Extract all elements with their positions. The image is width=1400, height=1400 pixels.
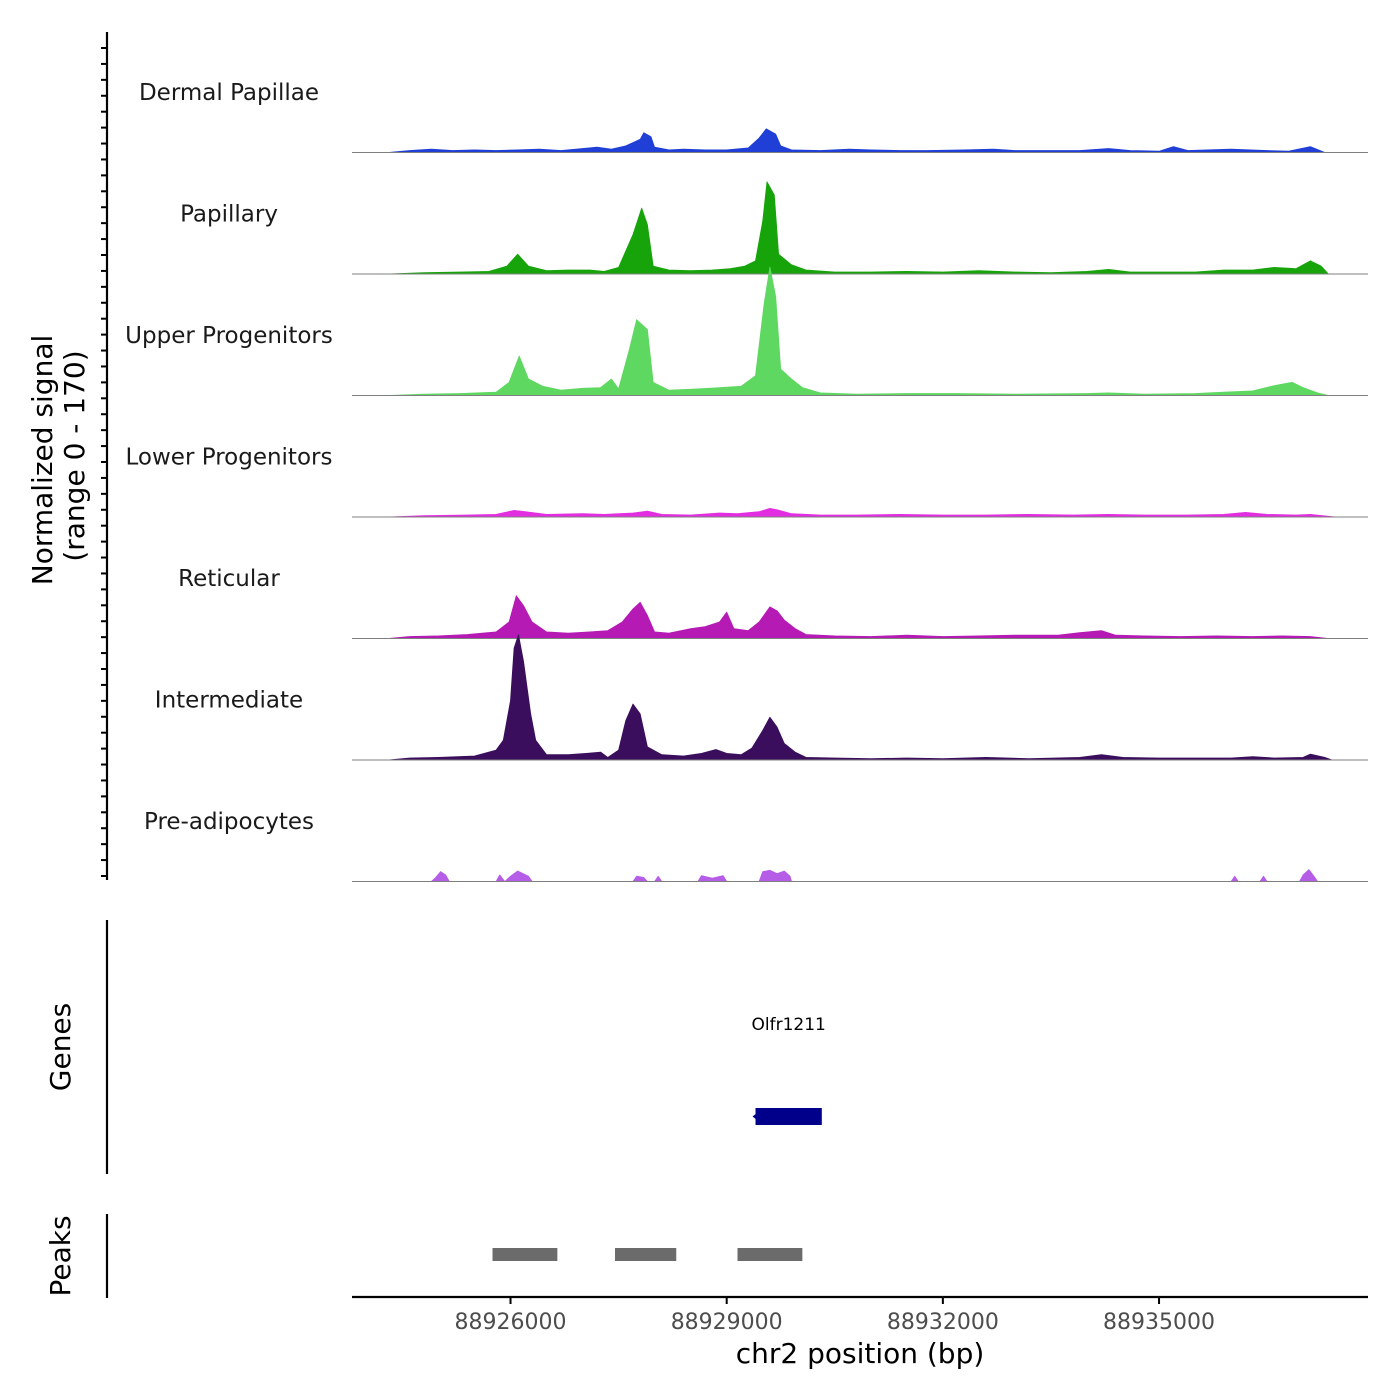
coverage-tracks: Dermal Papillae Papillary Upper Progenitor…	[101, 32, 1368, 882]
track-label-papillary: Papillary	[180, 202, 278, 228]
peak-track: Peaks	[44, 1214, 803, 1298]
track-dermal-papillae: Dermal Papillae	[139, 80, 1368, 153]
x-tick-label: 88929000	[671, 1310, 783, 1335]
track-label-dermal-papillae: Dermal Papillae	[139, 80, 319, 106]
track-label-intermediate: Intermediate	[155, 688, 303, 714]
track-lower-progenitors: Lower Progenitors	[126, 445, 1368, 518]
peak-1	[492, 1248, 558, 1261]
gene-label-olfr1211: Olfr1211	[751, 1015, 825, 1035]
x-tick-label: 88935000	[1103, 1310, 1215, 1335]
x-axis-label: chr2 position (bp)	[736, 1337, 985, 1370]
gene-body-olfr1211	[755, 1108, 822, 1125]
track-intermediate: Intermediate	[155, 634, 1368, 761]
track-reticular: Reticular	[178, 566, 1368, 639]
y-axis-range-label: (range 0 - 170)	[58, 350, 91, 561]
genes-panel-title: Genes	[44, 1003, 77, 1091]
peaks-panel-title: Peaks	[44, 1215, 77, 1296]
track-label-lower-progenitors: Lower Progenitors	[126, 445, 333, 471]
coverage-area-pre-adipocytes	[387, 869, 1318, 882]
gene-track: Genes Olfr1211	[44, 920, 826, 1174]
track-upper-progenitors: Upper Progenitors	[125, 266, 1368, 396]
track-pre-adipocytes: Pre-adipocytes	[144, 809, 1368, 882]
coverage-area-lower-progenitors	[387, 508, 1336, 518]
track-label-pre-adipocytes: Pre-adipocytes	[144, 809, 314, 835]
coverage-area-reticular	[387, 595, 1329, 639]
track-label-upper-progenitors: Upper Progenitors	[125, 323, 333, 349]
coverage-area-upper-progenitors	[387, 266, 1329, 396]
peak-2	[615, 1248, 677, 1261]
gene-strand-arrow	[752, 1111, 760, 1122]
x-tick-label: 88926000	[455, 1310, 567, 1335]
y-axis-label: Normalized signal	[26, 335, 59, 586]
track-label-reticular: Reticular	[178, 566, 280, 592]
track-papillary: Papillary	[180, 181, 1368, 275]
y-axis-title: Normalized signal (range 0 - 170)	[26, 335, 91, 586]
coverage-area-dermal-papillae	[387, 128, 1326, 153]
peak-3	[737, 1248, 803, 1261]
x-axis: 88926000 88929000 88932000 88935000	[352, 1295, 1368, 1335]
x-tick-label: 88932000	[887, 1310, 999, 1335]
coverage-area-papillary	[387, 181, 1329, 275]
coverage-area-intermediate	[387, 634, 1333, 761]
